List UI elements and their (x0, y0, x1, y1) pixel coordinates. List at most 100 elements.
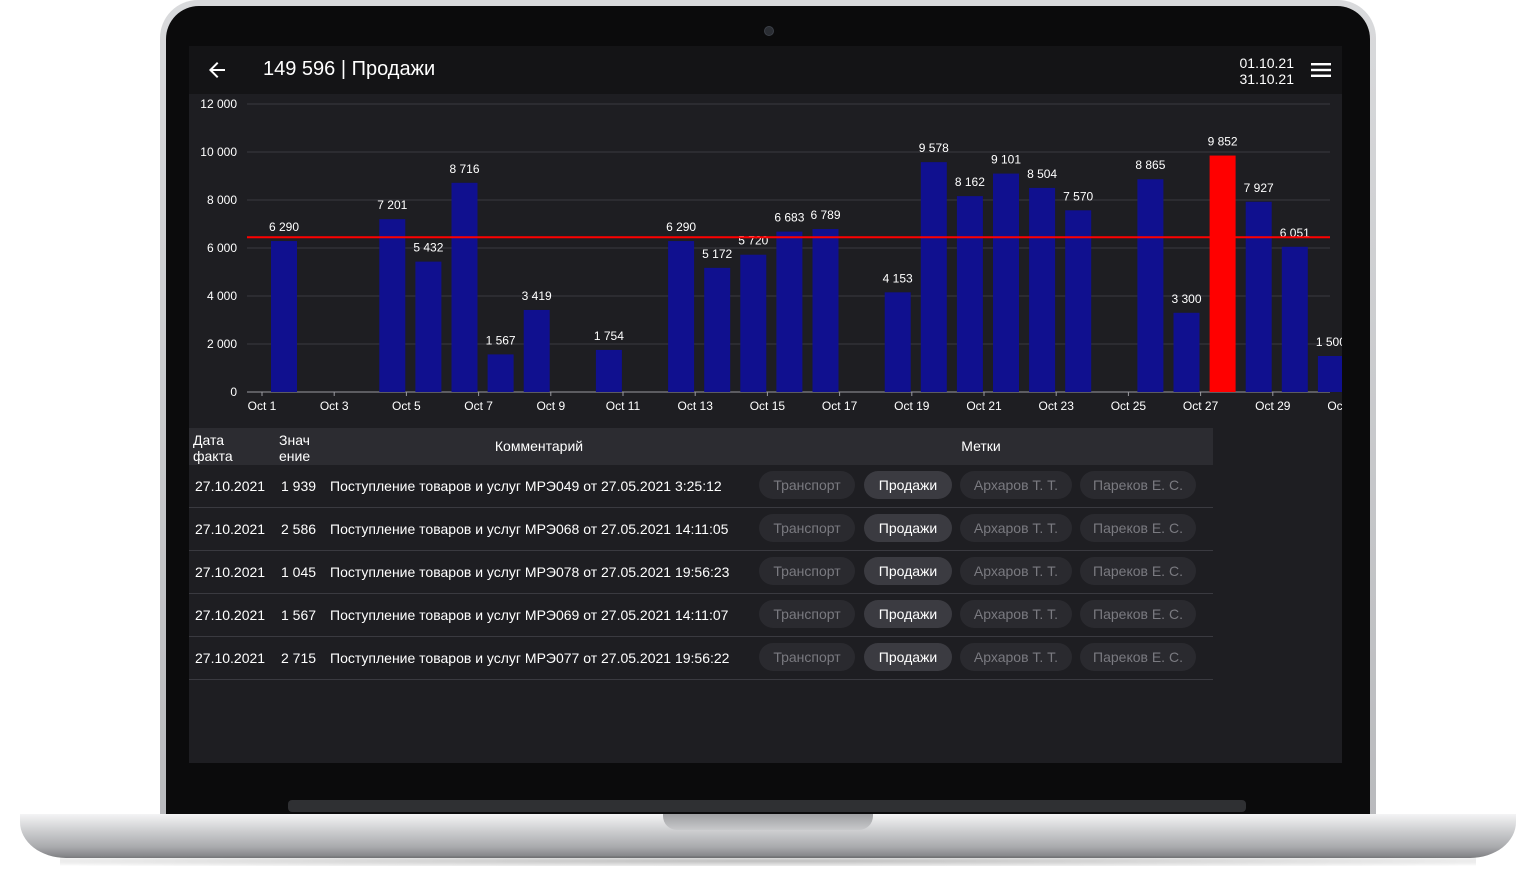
bar[interactable] (776, 231, 803, 392)
tag-chip-transport[interactable]: Транспорт (759, 514, 855, 542)
date-range[interactable]: 01.10.21 31.10.21 (1199, 55, 1295, 87)
header-comment[interactable]: Комментарий (494, 438, 584, 454)
bar-value-label: 9 578 (919, 141, 949, 155)
bar-value-label: 8 716 (449, 162, 479, 176)
bar[interactable] (1137, 179, 1164, 392)
cell-value: 1 045 (281, 564, 317, 580)
bar-value-label: 6 290 (666, 220, 696, 234)
bar-value-label: 7 927 (1244, 181, 1274, 195)
tag-chip-arkharov[interactable]: Архаров Т. Т. (960, 514, 1072, 542)
header-value[interactable]: Знач ение (279, 432, 311, 464)
cell-value: 2 715 (281, 650, 317, 666)
bar-value-label: 9 852 (1208, 135, 1238, 149)
webcam-icon (764, 26, 774, 36)
bar[interactable] (1029, 187, 1056, 392)
table-row[interactable]: 27.10.2021 1 567 Поступление товаров и у… (189, 594, 1213, 637)
bar-highlighted[interactable] (1209, 155, 1236, 392)
bar[interactable] (415, 261, 442, 392)
bar[interactable] (884, 292, 911, 392)
tag-chip-parekov[interactable]: Пареков Е. С. (1080, 643, 1196, 671)
header-tags[interactable]: Метки (961, 438, 1001, 454)
table-row[interactable]: 27.10.2021 2 715 Поступление товаров и у… (189, 637, 1213, 680)
bar-value-label: 1 567 (486, 333, 516, 347)
bar-value-label: 4 153 (883, 271, 913, 285)
cell-value: 1 567 (281, 607, 317, 623)
bar[interactable] (379, 219, 406, 392)
bar[interactable] (956, 196, 983, 392)
bar[interactable] (451, 182, 478, 392)
bar-value-label: 8 162 (955, 175, 985, 189)
cell-date: 27.10.2021 (195, 521, 266, 537)
x-tick-label: Oct 31 (1327, 399, 1342, 413)
app-screen: 149 596 | Продажи 01.10.21 31.10.21 0 2 0… (189, 46, 1342, 763)
bar[interactable] (271, 241, 297, 392)
cell-comment: Поступление товаров и услуг МРЭ078 от 27… (330, 564, 730, 580)
cell-date: 27.10.2021 (195, 478, 266, 494)
bar-value-label: 6 683 (774, 211, 804, 225)
bar-value-label: 6 789 (810, 208, 840, 222)
tag-chip-arkharov[interactable]: Архаров Т. Т. (960, 557, 1072, 585)
arrow-left-icon[interactable] (205, 58, 229, 82)
tag-chip-parekov[interactable]: Пареков Е. С. (1080, 600, 1196, 628)
tag-chip-parekov[interactable]: Пареков Е. С. (1080, 514, 1196, 542)
sales-bar-chart: 0 2 000 4 000 6 000 8 000 10 000 12 000 Oct 1 Oc… (200, 97, 1342, 413)
y-tick-label: 6 000 (207, 241, 237, 255)
tag-chip-sales[interactable]: Продажи (864, 643, 952, 671)
table-row[interactable]: 27.10.2021 1 939 Поступление товаров и у… (189, 465, 1213, 508)
y-tick-label: 4 000 (207, 289, 237, 303)
bar-value-label: 7 201 (377, 198, 407, 212)
cell-date: 27.10.2021 (195, 607, 266, 623)
cell-date: 27.10.2021 (195, 650, 266, 666)
x-tick-label: Oct 3 (320, 399, 349, 413)
bar[interactable] (740, 254, 767, 392)
bar[interactable] (812, 229, 839, 392)
table-row[interactable]: 27.10.2021 2 586 Поступление товаров и у… (189, 508, 1213, 551)
bar-value-label: 8 504 (1027, 167, 1057, 181)
tag-chip-parekov[interactable]: Пареков Е. С. (1080, 557, 1196, 585)
bar-value-label: 3 300 (1171, 292, 1201, 306)
bar[interactable] (993, 173, 1019, 392)
header-date[interactable]: Дата факта (193, 432, 233, 464)
bar[interactable] (704, 267, 731, 392)
bar[interactable] (1173, 312, 1200, 392)
tag-chip-arkharov[interactable]: Архаров Т. Т. (960, 471, 1072, 499)
bar[interactable] (595, 349, 622, 392)
tag-chip-sales[interactable]: Продажи (864, 557, 952, 585)
tag-chip-transport[interactable]: Транспорт (759, 600, 855, 628)
bar[interactable] (1281, 246, 1308, 392)
date-to: 31.10.21 (1239, 71, 1295, 87)
menu-icon[interactable] (1309, 60, 1333, 80)
bar-value-label: 8 865 (1135, 158, 1165, 172)
bar[interactable] (1065, 210, 1092, 392)
tag-chip-sales[interactable]: Продажи (864, 514, 952, 542)
bar[interactable] (1317, 356, 1342, 392)
x-tick-label: Oct 19 (894, 399, 930, 413)
x-tick-label: Oct 7 (464, 399, 493, 413)
tag-chip-sales[interactable]: Продажи (864, 600, 952, 628)
x-tick-label: Oct 5 (392, 399, 421, 413)
tag-chip-arkharov[interactable]: Архаров Т. Т. (960, 643, 1072, 671)
tag-chip-transport[interactable]: Транспорт (759, 557, 855, 585)
tag-chip-parekov[interactable]: Пареков Е. С. (1080, 471, 1196, 499)
bar[interactable] (487, 354, 514, 392)
bar[interactable] (1245, 201, 1272, 392)
tag-chip-sales[interactable]: Продажи (864, 471, 952, 499)
x-tick-label: Oct 29 (1255, 399, 1291, 413)
cell-comment: Поступление товаров и услуг МРЭ077 от 27… (330, 650, 730, 666)
bar[interactable] (920, 162, 947, 392)
table-row[interactable]: 27.10.2021 1 045 Поступление товаров и у… (189, 551, 1213, 594)
tag-chip-transport[interactable]: Транспорт (759, 643, 855, 671)
tag-chip-transport[interactable]: Транспорт (759, 471, 855, 499)
bar[interactable] (523, 309, 550, 392)
laptop-base-notch (663, 814, 873, 830)
tag-chip-arkharov[interactable]: Архаров Т. Т. (960, 600, 1072, 628)
laptop-hinge (288, 800, 1246, 812)
bar-value-label: 5 720 (738, 234, 768, 248)
cell-date: 27.10.2021 (195, 564, 266, 580)
app-bar: 149 596 | Продажи 01.10.21 31.10.21 (189, 46, 1342, 94)
x-tick-label: Oct 23 (1039, 399, 1075, 413)
page-title: 149 596 | Продажи (263, 58, 436, 80)
x-tick-label: Oct 1 (248, 399, 277, 413)
bar[interactable] (668, 241, 695, 392)
x-tick-label: Oct 17 (822, 399, 858, 413)
